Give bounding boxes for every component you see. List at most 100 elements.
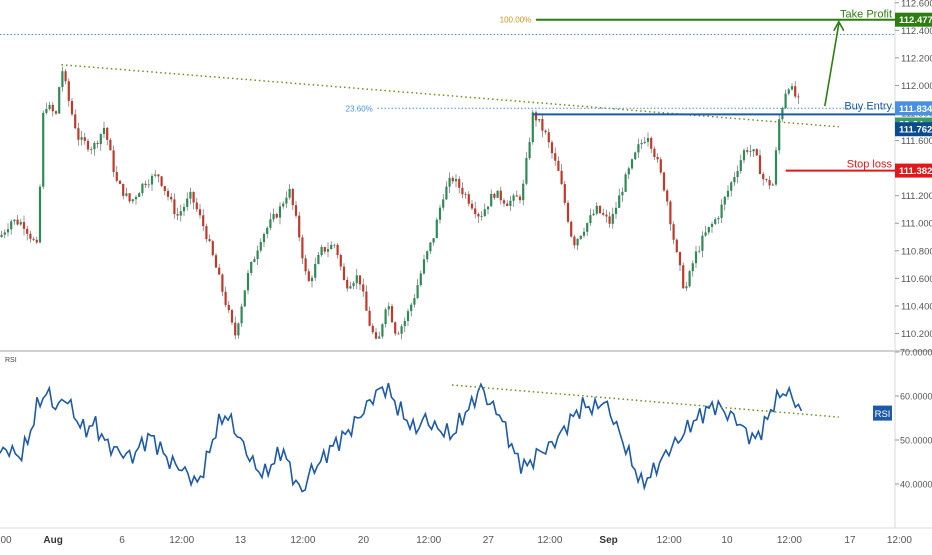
candle-body[interactable]: [166, 190, 170, 197]
candle-body[interactable]: [342, 266, 346, 280]
candle-body[interactable]: [45, 108, 48, 113]
candle-body[interactable]: [790, 86, 794, 90]
candle-body[interactable]: [326, 249, 330, 252]
candle-body[interactable]: [634, 152, 637, 160]
candle-body[interactable]: [240, 306, 243, 324]
candle-body[interactable]: [378, 336, 381, 339]
candle-body[interactable]: [720, 204, 723, 218]
candle-body[interactable]: [643, 141, 646, 144]
candle-body[interactable]: [134, 196, 138, 200]
candle-body[interactable]: [374, 332, 378, 339]
candle-body[interactable]: [307, 271, 310, 282]
candle-body[interactable]: [461, 187, 464, 195]
candle-body[interactable]: [10, 221, 13, 230]
rsi-line[interactable]: [0, 382, 803, 493]
candle-body[interactable]: [416, 285, 419, 299]
candle-body[interactable]: [618, 195, 621, 208]
candle-body[interactable]: [26, 228, 29, 234]
candle-body[interactable]: [99, 133, 102, 145]
candle-body[interactable]: [413, 298, 416, 305]
candle-body[interactable]: [173, 199, 176, 215]
candle-body[interactable]: [717, 217, 720, 220]
candle-body[interactable]: [538, 119, 541, 121]
rsi-pane[interactable]: RSI RSI: [0, 357, 892, 493]
candle-body[interactable]: [688, 271, 691, 287]
candle-body[interactable]: [742, 150, 746, 161]
candle-body[interactable]: [291, 188, 294, 206]
candle-body[interactable]: [112, 150, 115, 173]
candle-body[interactable]: [83, 137, 86, 141]
candle-body[interactable]: [432, 238, 435, 243]
candle-body[interactable]: [678, 252, 682, 266]
candle-body[interactable]: [224, 291, 227, 305]
candle-body[interactable]: [730, 182, 733, 191]
candle-body[interactable]: [422, 259, 426, 274]
candle-body[interactable]: [221, 274, 224, 292]
candle-body[interactable]: [141, 183, 144, 194]
candle-body[interactable]: [259, 242, 262, 251]
candle-body[interactable]: [442, 199, 445, 208]
candle-body[interactable]: [608, 216, 611, 224]
candle-body[interactable]: [390, 306, 394, 323]
candle-body[interactable]: [218, 267, 221, 275]
candle-body[interactable]: [298, 215, 301, 238]
candle-body[interactable]: [701, 235, 704, 251]
candle-body[interactable]: [611, 213, 614, 224]
candle-body[interactable]: [541, 119, 544, 131]
candle-body[interactable]: [125, 193, 128, 196]
candle-body[interactable]: [653, 148, 656, 158]
candle-body[interactable]: [0, 234, 3, 238]
candle-body[interactable]: [198, 209, 202, 216]
candle-body[interactable]: [250, 262, 253, 274]
candle-body[interactable]: [483, 209, 486, 217]
candle-body[interactable]: [650, 137, 653, 149]
candle-body[interactable]: [627, 168, 630, 175]
candle-body[interactable]: [154, 174, 157, 176]
candle-body[interactable]: [61, 71, 64, 88]
candle-body[interactable]: [64, 71, 67, 82]
candle-body[interactable]: [515, 195, 518, 197]
candle-body[interactable]: [787, 89, 790, 94]
candle-body[interactable]: [531, 112, 534, 143]
candle-body[interactable]: [486, 206, 490, 210]
candle-body[interactable]: [237, 323, 240, 336]
candle-body[interactable]: [458, 178, 461, 188]
candle-body[interactable]: [310, 277, 314, 282]
candle-body[interactable]: [333, 244, 336, 246]
candle-body[interactable]: [266, 227, 269, 235]
candle-body[interactable]: [752, 149, 755, 152]
candle-body[interactable]: [547, 132, 550, 143]
candle-body[interactable]: [214, 255, 218, 268]
candle-body[interactable]: [304, 258, 307, 272]
candle-body[interactable]: [518, 196, 522, 201]
candle-body[interactable]: [278, 206, 282, 218]
candle-body[interactable]: [147, 184, 150, 186]
candle-body[interactable]: [429, 242, 432, 252]
candle-body[interactable]: [762, 174, 765, 180]
candle-body[interactable]: [115, 172, 118, 181]
candle-body[interactable]: [339, 254, 342, 267]
candle-body[interactable]: [640, 143, 643, 145]
candle-body[interactable]: [554, 153, 557, 161]
candle-body[interactable]: [29, 233, 32, 239]
candle-body[interactable]: [595, 205, 598, 214]
candle-body[interactable]: [637, 144, 640, 153]
candle-body[interactable]: [256, 250, 259, 260]
candle-body[interactable]: [698, 250, 701, 252]
candle-body[interactable]: [592, 213, 595, 216]
candle-body[interactable]: [3, 232, 6, 235]
candle-body[interactable]: [253, 259, 256, 263]
candle-body[interactable]: [528, 142, 531, 159]
candle-body[interactable]: [352, 283, 355, 287]
candle-body[interactable]: [288, 188, 291, 198]
candle-body[interactable]: [381, 324, 384, 337]
candle-body[interactable]: [131, 199, 134, 202]
candle-body[interactable]: [794, 86, 797, 97]
candle-body[interactable]: [496, 190, 499, 198]
candle-body[interactable]: [746, 150, 749, 152]
candle-body[interactable]: [243, 290, 246, 307]
candle-body[interactable]: [54, 111, 58, 114]
candle-body[interactable]: [275, 214, 278, 218]
